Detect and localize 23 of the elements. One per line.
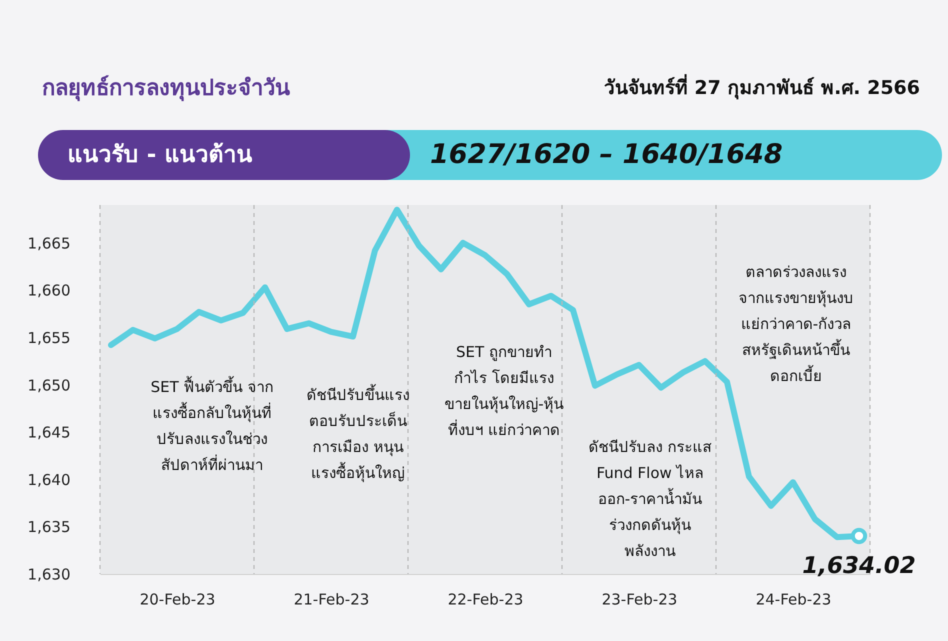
text: แนวรับ - แนวต้าน [68, 142, 252, 168]
y-tick-label: 1,645 [28, 424, 70, 442]
annotation: ดัชนีปรับลง กระแส Fund Flow ไหล ออก-ราคาน้ำมัน ร่วงกดดันหุ้น พลังงาน [588, 438, 712, 560]
y-tick-label: 1,635 [28, 518, 70, 536]
y-tick-label: 1,665 [28, 234, 70, 252]
x-tick-label: 21-Feb-23 [294, 590, 370, 608]
annotation: ดัชนีปรับขึ้นแรง ตอบรับประเด็น การเมือง หนุน แรงซื้อหุ้นใหญ่ [306, 384, 410, 483]
annotation: SET ถูกขายทำ กำไร โดยมีแรง ขายในหุ้นใหญ่-หุ้น ที่งบฯ แย่กว่าคาด [444, 343, 564, 439]
x-tick-label: 22-Feb-23 [448, 590, 524, 608]
annotation: ตลาดร่วงลงแรง จากแรงขายหุ้นงบ แย่กว่าคาด-กังวล สหรัฐเดินหน้าขึ้น ดอกเบี้ย [738, 263, 854, 385]
y-tick-label: 1,650 [28, 376, 70, 394]
y-tick-label: 1,655 [28, 328, 70, 347]
y-tick-label: 1,630 [28, 566, 70, 584]
x-tick-label: 20-Feb-23 [140, 590, 216, 608]
data-label: 1,634.02 [802, 552, 916, 579]
y-tick-label: 1,640 [28, 470, 70, 489]
annotation: SET ฟื้นตัวขึ้น จาก แรงซื้อกลับในหุ้นที่ ปรับลงแรงในช่วง สัปดาห์ที่ผ่านมา [150, 376, 274, 474]
chart-subtitle: วันจันทร์ที่ 27 กุมภาพันธ์ พ.ศ. 2566 [604, 74, 920, 100]
y-tick-label: 1,660 [28, 282, 70, 300]
text: 1627/1620 – 1640/1648 [430, 139, 783, 170]
x-tick-label: 24-Feb-23 [756, 590, 832, 608]
chart-title: กลยุทธ์การลงทุนประจำวัน [42, 75, 290, 102]
x-tick-label: 23-Feb-23 [602, 590, 678, 608]
